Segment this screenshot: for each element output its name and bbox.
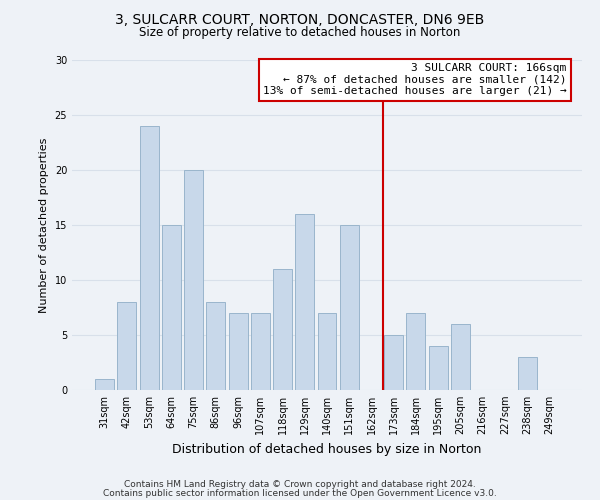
- Bar: [340, 225, 359, 390]
- Bar: [140, 126, 158, 390]
- Bar: [118, 302, 136, 390]
- Text: Size of property relative to detached houses in Norton: Size of property relative to detached ho…: [139, 26, 461, 39]
- Bar: [451, 324, 470, 390]
- Bar: [295, 214, 314, 390]
- Bar: [518, 357, 536, 390]
- Text: 3 SULCARR COURT: 166sqm
← 87% of detached houses are smaller (142)
13% of semi-d: 3 SULCARR COURT: 166sqm ← 87% of detache…: [263, 64, 567, 96]
- Bar: [317, 313, 337, 390]
- X-axis label: Distribution of detached houses by size in Norton: Distribution of detached houses by size …: [172, 442, 482, 456]
- Text: Contains HM Land Registry data © Crown copyright and database right 2024.: Contains HM Land Registry data © Crown c…: [124, 480, 476, 489]
- Bar: [184, 170, 203, 390]
- Bar: [406, 313, 425, 390]
- Text: Contains public sector information licensed under the Open Government Licence v3: Contains public sector information licen…: [103, 489, 497, 498]
- Bar: [251, 313, 270, 390]
- Bar: [206, 302, 225, 390]
- Bar: [384, 335, 403, 390]
- Bar: [229, 313, 248, 390]
- Bar: [273, 269, 292, 390]
- Bar: [162, 225, 181, 390]
- Bar: [429, 346, 448, 390]
- Y-axis label: Number of detached properties: Number of detached properties: [39, 138, 49, 312]
- Text: 3, SULCARR COURT, NORTON, DONCASTER, DN6 9EB: 3, SULCARR COURT, NORTON, DONCASTER, DN6…: [115, 12, 485, 26]
- Bar: [95, 379, 114, 390]
